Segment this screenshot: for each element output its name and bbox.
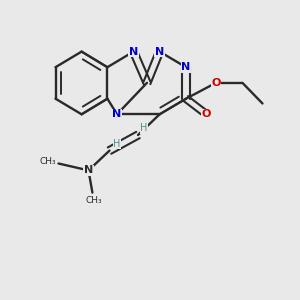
Text: CH₃: CH₃ <box>40 158 56 166</box>
Text: N: N <box>112 109 122 119</box>
Text: N: N <box>84 165 93 176</box>
Text: N: N <box>155 46 164 57</box>
Text: N: N <box>182 62 190 72</box>
Text: N: N <box>129 46 138 57</box>
Text: O: O <box>211 78 221 88</box>
Text: O: O <box>202 109 211 119</box>
Text: CH₃: CH₃ <box>85 196 102 205</box>
Text: H: H <box>140 123 148 134</box>
Text: H: H <box>113 139 121 149</box>
